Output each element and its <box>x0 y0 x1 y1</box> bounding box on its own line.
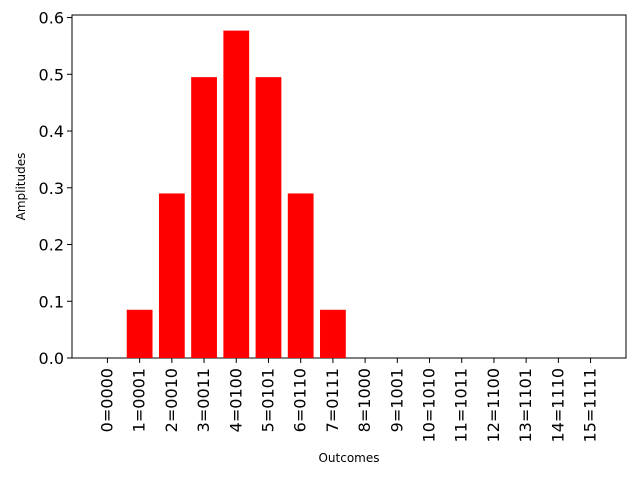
y-tick-label: 0.2 <box>39 236 64 255</box>
x-tick-label: 7=0111 <box>323 368 342 432</box>
y-tick-label: 0.4 <box>39 122 64 141</box>
x-tick-label: 9=1001 <box>387 368 406 432</box>
x-tick-label: 6=0110 <box>291 368 310 432</box>
x-tick-label: 8=1000 <box>355 368 374 432</box>
y-tick-label: 0.0 <box>39 349 64 368</box>
bars <box>126 30 346 358</box>
bar-6 <box>287 193 314 358</box>
plot-area: 0.0 0.1 0.2 0.3 0.4 0.5 0.6 0=0000 1=0001 2=0010… <box>39 9 627 442</box>
bar-5 <box>255 77 282 358</box>
x-tick-label: 11=1011 <box>452 368 471 442</box>
y-tick-label: 0.1 <box>39 292 64 311</box>
y-tick-label: 0.3 <box>39 179 64 198</box>
x-tick-label: 12=1100 <box>484 368 503 442</box>
x-tick-label: 10=1010 <box>420 368 439 442</box>
bar-7 <box>320 309 346 358</box>
x-tick-label: 4=0100 <box>226 368 245 432</box>
x-tick-label: 15=1111 <box>581 368 600 442</box>
x-tick-label: 2=0010 <box>162 368 181 432</box>
x-tick-label: 1=0001 <box>130 368 149 432</box>
x-tick-label: 3=0011 <box>194 368 213 432</box>
bar-1 <box>126 309 153 358</box>
y-tick-label: 0.5 <box>39 65 64 84</box>
y-axis-ticks: 0.0 0.1 0.2 0.3 0.4 0.5 0.6 <box>39 9 72 368</box>
y-tick-label: 0.6 <box>39 9 64 28</box>
x-tick-label: 14=1110 <box>548 368 567 442</box>
bar-4 <box>223 30 250 358</box>
plot-frame <box>71 14 627 359</box>
bar-3 <box>191 77 217 358</box>
x-tick-label: 13=1101 <box>516 368 535 442</box>
bar-2 <box>158 193 185 358</box>
x-axis-ticks: 0=0000 1=0001 2=0010 3=0011 4=0100 5=0101 6=01… <box>97 358 600 442</box>
x-tick-label: 0=0000 <box>97 368 116 432</box>
x-axis-label: Outcomes <box>318 451 379 465</box>
y-axis-label: Amplitudes <box>14 153 28 221</box>
x-tick-label: 5=0101 <box>258 368 277 432</box>
